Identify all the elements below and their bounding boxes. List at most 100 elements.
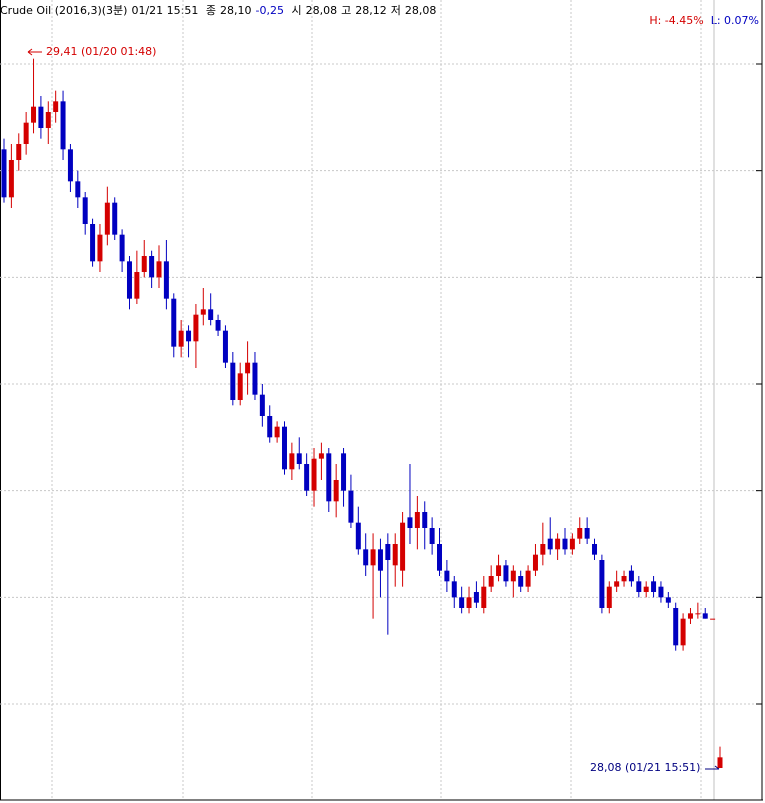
candle-body <box>414 512 420 528</box>
candle-body <box>281 426 287 470</box>
candle-body <box>555 538 561 550</box>
candle-body <box>687 613 693 619</box>
candle-body <box>385 544 391 560</box>
candle-body <box>658 586 664 598</box>
candle-body <box>628 570 634 582</box>
candle-body <box>119 234 125 262</box>
candle-body <box>606 586 612 608</box>
candle-body <box>90 224 96 262</box>
candle-body <box>348 490 354 523</box>
candle-body <box>702 613 708 619</box>
candle-body <box>510 570 516 582</box>
candle-body <box>407 517 413 528</box>
candle-body <box>695 613 701 615</box>
instrument: Crude Oil (2016,3)(3분) <box>0 4 128 17</box>
candle-body <box>193 314 199 342</box>
candle-body <box>614 581 620 587</box>
time-grid <box>51 0 702 800</box>
low-change: L: 0.07% <box>710 14 759 27</box>
candle-body <box>429 528 435 544</box>
candle-body <box>75 181 81 198</box>
candle-body <box>163 261 169 299</box>
candle-body <box>540 544 546 555</box>
candle-body <box>259 394 265 416</box>
candle-body <box>562 538 568 550</box>
candle-body <box>178 330 184 347</box>
candle-body <box>23 122 29 144</box>
candle-body <box>665 597 671 603</box>
candle-body <box>488 576 494 587</box>
candle-body <box>53 101 59 112</box>
candle-body <box>717 757 723 768</box>
candle-body <box>547 538 553 550</box>
candle-body <box>215 320 221 331</box>
candle-body <box>532 554 538 571</box>
candle-body <box>355 522 361 550</box>
candle-body <box>156 261 162 278</box>
candle-body <box>200 309 206 315</box>
candle-body <box>171 298 177 347</box>
candle-body <box>1 149 7 198</box>
candle-body <box>318 453 324 459</box>
candle-body <box>311 458 317 491</box>
range-info: H: -4.45% L: 0.07% <box>649 14 759 27</box>
candle-body <box>16 144 22 160</box>
candle-body <box>126 261 132 299</box>
candle-body <box>518 576 524 587</box>
candle-body <box>149 256 155 278</box>
candle-body <box>60 101 66 150</box>
candle-body <box>296 453 302 464</box>
candle-body <box>370 549 376 566</box>
value: 28,08 <box>305 4 338 17</box>
label: 고 <box>341 4 352 17</box>
candle-body <box>104 202 110 235</box>
label: 시 <box>291 4 302 17</box>
candle-body <box>466 597 472 608</box>
candle-body <box>8 160 14 198</box>
label: 종 <box>205 4 216 17</box>
candle-body <box>222 330 228 363</box>
candle-body <box>208 309 214 320</box>
header: Crude Oil (2016,3)(3분) 01/21 15:51 종 28,10… <box>0 2 440 18</box>
candle-body <box>333 480 339 502</box>
candle-body <box>341 453 347 491</box>
candle-body <box>245 362 251 374</box>
candle-body <box>289 453 295 470</box>
candle-body <box>326 453 332 502</box>
value: 28,12 <box>355 4 387 17</box>
candle-body <box>592 544 598 555</box>
candle-body <box>569 538 575 550</box>
value: 28,08 <box>404 4 437 17</box>
candle-body <box>82 197 88 224</box>
candle-body <box>141 256 147 272</box>
candle-body <box>230 362 236 400</box>
time: 01/21 15:51 <box>131 4 199 17</box>
candle-body <box>186 330 192 342</box>
candle-body <box>392 544 398 566</box>
candle-body <box>481 586 487 608</box>
candle-body <box>112 202 118 235</box>
candle-body <box>267 416 273 438</box>
candle-body <box>496 565 502 576</box>
candle-body <box>651 581 657 592</box>
candle-body <box>710 618 716 620</box>
candle-body <box>459 597 465 608</box>
candle-body <box>97 234 103 262</box>
candle-body <box>31 106 37 123</box>
high-arrow <box>27 48 42 56</box>
candle-body <box>673 608 679 646</box>
candle-body <box>473 592 479 603</box>
last-arrow <box>705 765 720 770</box>
change: -0,25 <box>255 4 284 17</box>
candle-body <box>38 106 44 128</box>
candle-body <box>437 544 443 571</box>
candle-body <box>67 149 73 182</box>
candle-body <box>451 581 457 598</box>
candle-body <box>252 362 258 395</box>
candle-body <box>636 581 642 592</box>
candle-body <box>643 586 649 592</box>
candle-body <box>45 112 51 128</box>
candle-body <box>680 618 686 646</box>
